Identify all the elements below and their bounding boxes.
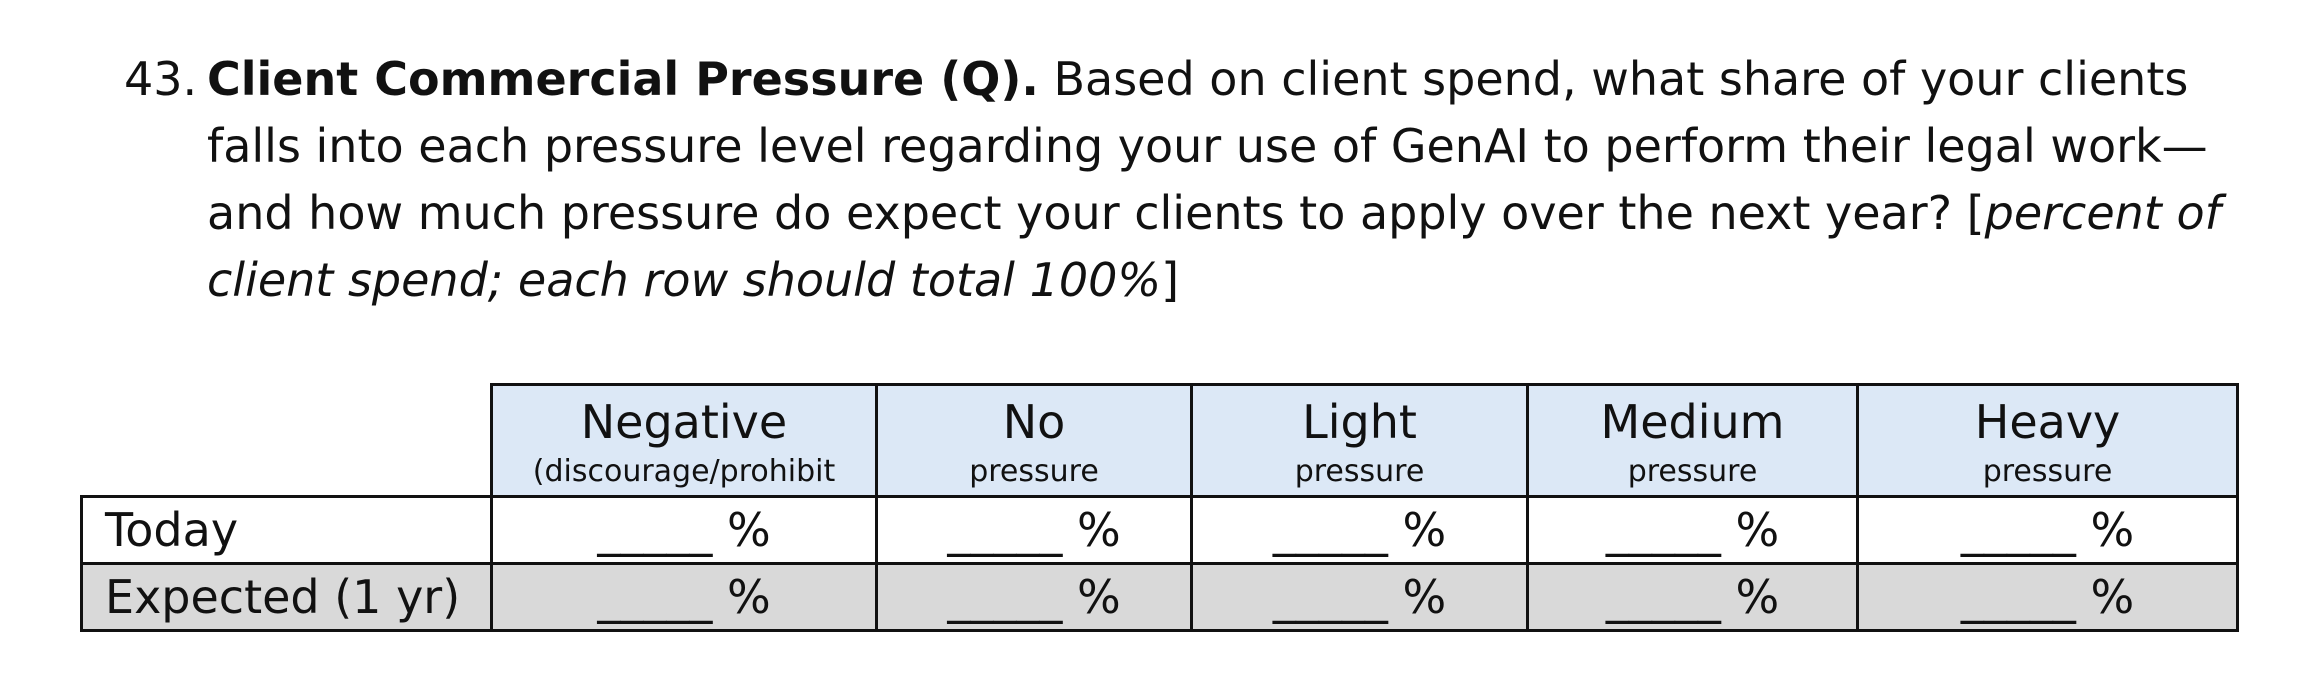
row-label-today: Today — [80, 495, 493, 565]
column-header-sublabel: pressure — [1627, 454, 1758, 489]
question-43: 43. Client Commercial Pressure (Q). Base… — [124, 46, 2264, 314]
table-row-expected: Expected (1 yr) _____ % _____ % _____ % … — [80, 562, 2239, 632]
column-header-sublabel: pressure — [1294, 454, 1425, 489]
percent-field-today-heavy[interactable]: _____ % — [1856, 495, 2239, 565]
column-header-label: Heavy — [1974, 395, 2121, 449]
percent-field-today-no[interactable]: _____ % — [875, 495, 1193, 565]
percent-field-expected-no[interactable]: _____ % — [875, 562, 1193, 632]
column-header-label: Negative — [580, 395, 788, 449]
column-header-sublabel: pressure — [1982, 454, 2113, 489]
column-header-no: No pressure — [875, 383, 1193, 498]
percent-field-today-negative[interactable]: _____ % — [490, 495, 878, 565]
row-label-expected: Expected (1 yr) — [80, 562, 493, 632]
percent-field-expected-light[interactable]: _____ % — [1190, 562, 1529, 632]
percent-field-expected-heavy[interactable]: _____ % — [1856, 562, 2239, 632]
column-header-sublabel: pressure — [969, 454, 1099, 489]
percent-field-today-medium[interactable]: _____ % — [1526, 495, 1859, 565]
pressure-table: Negative (discourage/prohibit No pressur… — [80, 383, 2239, 632]
percent-field-expected-negative[interactable]: _____ % — [490, 562, 878, 632]
instruction-close-bracket: ] — [1161, 253, 1180, 307]
column-header-label: Medium — [1600, 395, 1785, 449]
instruction-text: percent of client spend; each row should… — [207, 186, 2221, 307]
column-header-label: No — [1002, 395, 1066, 449]
column-header-negative: Negative (discourage/prohibit — [490, 383, 878, 498]
table-header-row: Negative (discourage/prohibit No pressur… — [81, 383, 2239, 498]
column-header-medium: Medium pressure — [1526, 383, 1859, 498]
column-header-heavy: Heavy pressure — [1856, 383, 2239, 498]
column-header-light: Light pressure — [1190, 383, 1529, 498]
table-row-today: Today _____ % _____ % _____ % _____ % __… — [80, 495, 2239, 565]
question-title: Client Commercial Pressure (Q). — [207, 52, 1039, 106]
empty-corner-cell — [81, 384, 492, 497]
percent-field-today-light[interactable]: _____ % — [1190, 495, 1529, 565]
column-header-sublabel: (discourage/prohibit — [532, 454, 836, 489]
column-header-label: Light — [1302, 395, 1417, 449]
percent-field-expected-medium[interactable]: _____ % — [1526, 562, 1859, 632]
question-instruction: [percent of client spend; each row shoul… — [207, 186, 2221, 307]
question-number: 43. — [124, 52, 198, 106]
instruction-open-bracket: [ — [1952, 186, 1985, 240]
question-text: Client Commercial Pressure (Q). Based on… — [207, 46, 2264, 314]
question-body: Based on client spend, what share of you… — [207, 52, 2208, 240]
